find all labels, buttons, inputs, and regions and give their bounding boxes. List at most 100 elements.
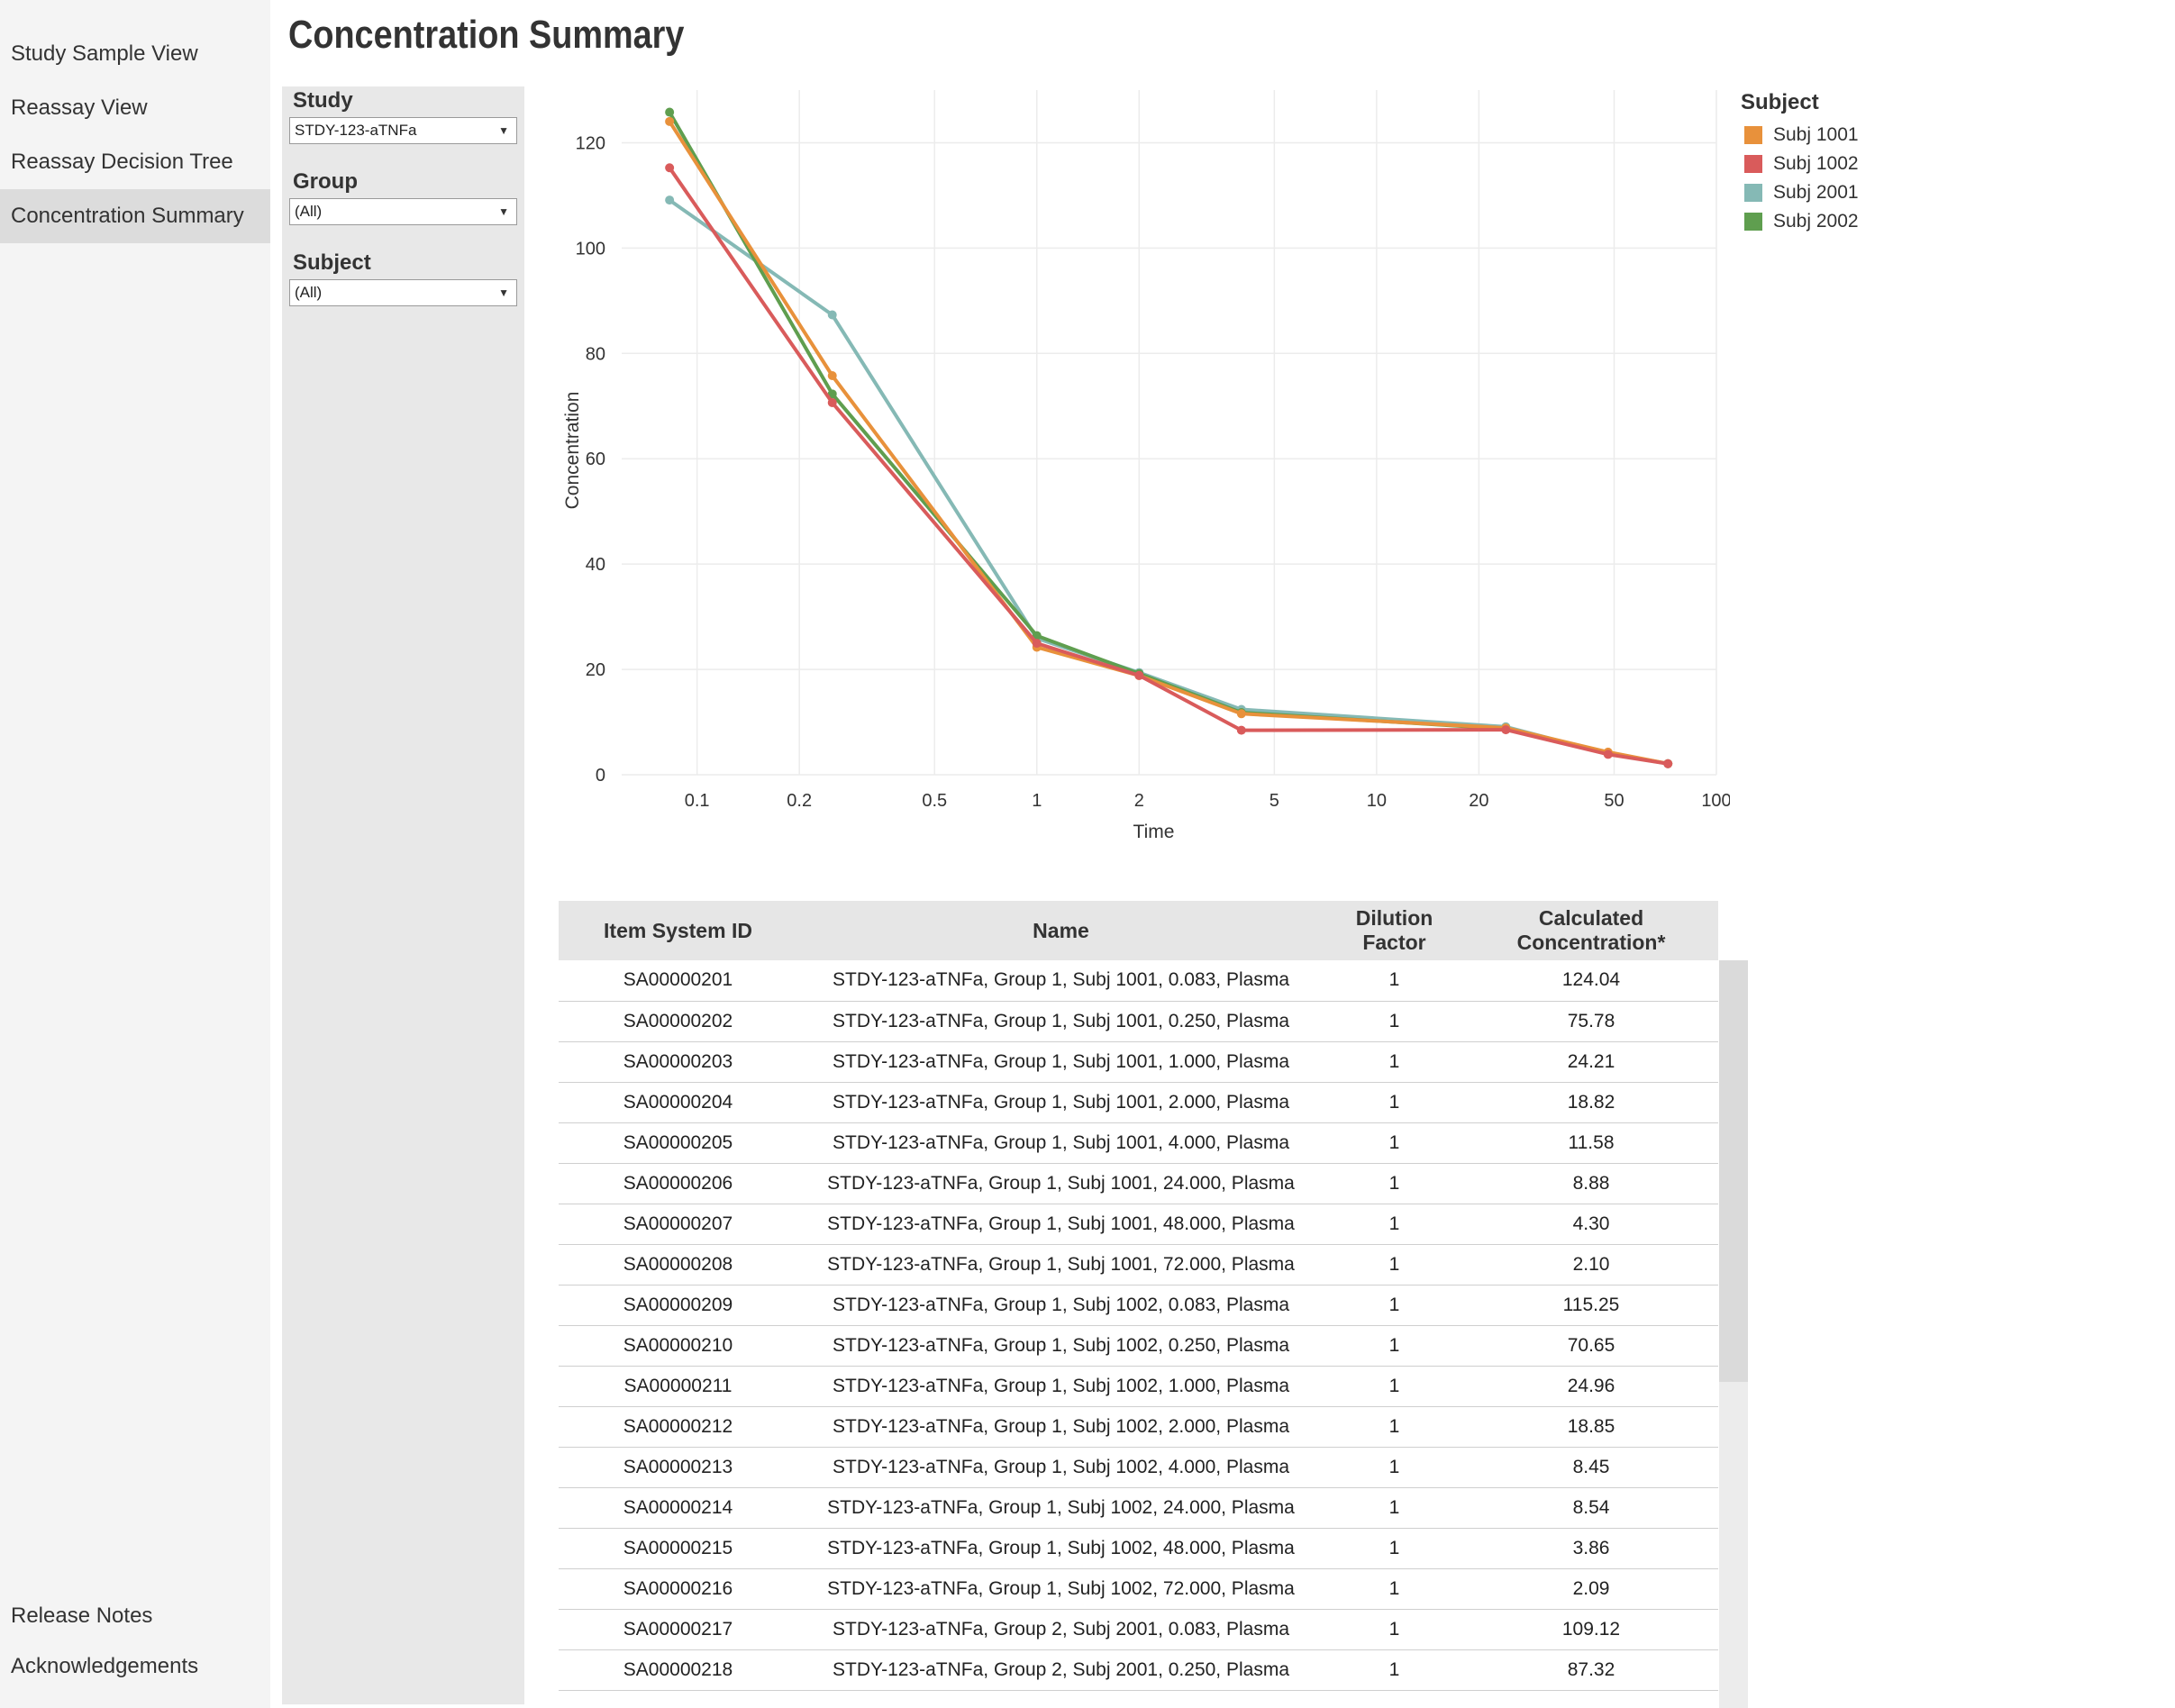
table-row[interactable]: SA00000205 STDY-123-aTNFa, Group 1, Subj … [559,1122,1718,1164]
data-point [1134,670,1144,680]
group-select-value: (All) [295,203,323,220]
table-row[interactable]: SA00000202 STDY-123-aTNFa, Group 1, Subj … [559,1001,1718,1042]
subject-select-value: (All) [295,284,323,301]
nav-item-study-sample-view[interactable]: Study Sample View [11,41,198,66]
x-tick-label: 1 [1032,791,1042,811]
x-axis-title: Time [1133,822,1175,842]
x-tick-label: 50 [1604,791,1624,811]
data-point [665,163,675,173]
cell-item-system-id: SA00000213 [559,1447,797,1488]
legend-swatch [1744,155,1762,173]
cell-calculated-concentration: 2.10 [1464,1244,1718,1286]
cell-dilution-factor: 1 [1324,1163,1464,1204]
cell-name: STDY-123-aTNFa, Group 1, Subj 1002, 48.0… [797,1528,1324,1569]
data-point [827,310,837,320]
table-row[interactable]: SA00000215 STDY-123-aTNFa, Group 1, Subj … [559,1528,1718,1569]
cell-name: STDY-123-aTNFa, Group 1, Subj 1001, 0.08… [797,960,1324,1002]
cell-name: STDY-123-aTNFa, Group 1, Subj 1002, 72.0… [797,1568,1324,1610]
table-row[interactable]: SA00000201 STDY-123-aTNFa, Group 1, Subj … [559,960,1718,1002]
col-header-calculated-concentration[interactable]: Calculated Concentration* [1464,901,1718,960]
cell-calculated-concentration: 8.45 [1464,1447,1718,1488]
table-scrollbar-thumb[interactable] [1719,960,1748,1382]
legend-item-subj-1002[interactable]: Subj 1002 [1744,150,1859,178]
group-select[interactable]: (All) ▼ [289,198,517,225]
cell-calculated-concentration: 2.09 [1464,1568,1718,1610]
cell-dilution-factor: 1 [1324,1568,1464,1610]
cell-name: STDY-123-aTNFa, Group 1, Subj 1002, 2.00… [797,1406,1324,1448]
study-filter-label: Study [293,88,353,113]
cell-dilution-factor: 1 [1324,1609,1464,1650]
cell-dilution-factor: 1 [1324,1122,1464,1164]
cell-name: STDY-123-aTNFa, Group 1, Subj 1001, 1.00… [797,1041,1324,1083]
cell-item-system-id: SA00000206 [559,1163,797,1204]
y-tick-label: 80 [586,344,605,364]
table-row[interactable]: SA00000204 STDY-123-aTNFa, Group 1, Subj … [559,1082,1718,1123]
y-tick-label: 20 [586,660,605,680]
table-row[interactable]: SA00000217 STDY-123-aTNFa, Group 2, Subj … [559,1609,1718,1650]
nav-item-release-notes[interactable]: Release Notes [11,1604,153,1628]
table-row[interactable]: SA00000208 STDY-123-aTNFa, Group 1, Subj … [559,1244,1718,1286]
cell-dilution-factor: 1 [1324,960,1464,1002]
col-header-name[interactable]: Name [797,901,1324,960]
cell-item-system-id: SA00000212 [559,1406,797,1448]
table-row[interactable]: SA00000216 STDY-123-aTNFa, Group 1, Subj … [559,1568,1718,1610]
legend-title: Subject [1741,90,1819,114]
col-header-item-system-id[interactable]: Item System ID [559,901,797,960]
subject-select[interactable]: (All) ▼ [289,279,517,306]
cell-item-system-id: SA00000214 [559,1487,797,1529]
y-axis-title: Concentration [562,392,583,510]
table-row[interactable]: SA00000207 STDY-123-aTNFa, Group 1, Subj … [559,1204,1718,1245]
table-row[interactable]: SA00000209 STDY-123-aTNFa, Group 1, Subj … [559,1285,1718,1326]
legend-item-subj-1001[interactable]: Subj 1001 [1744,121,1859,150]
filter-panel: Study STDY-123-aTNFa ▼ Group (All) ▼ Sub… [282,86,524,1704]
cell-name: STDY-123-aTNFa, Group 1, Subj 1001, 0.25… [797,1001,1324,1042]
cell-dilution-factor: 1 [1324,1041,1464,1083]
cell-name: STDY-123-aTNFa, Group 2, Subj 2001, 0.25… [797,1649,1324,1691]
nav-item-concentration-summary[interactable]: Concentration Summary [0,189,270,243]
cell-dilution-factor: 1 [1324,1649,1464,1691]
table-row[interactable]: SA00000213 STDY-123-aTNFa, Group 1, Subj … [559,1447,1718,1488]
chart-legend: Subject Subj 1001 Subj 1002 Subj 2001 Su… [1741,90,1859,236]
cell-item-system-id: SA00000208 [559,1244,797,1286]
left-nav: Study Sample View Reassay View Reassay D… [0,0,270,1708]
nav-item-acknowledgements[interactable]: Acknowledgements [11,1654,199,1678]
legend-swatch [1744,126,1762,144]
y-tick-label: 60 [586,450,605,469]
table-row[interactable]: SA00000214 STDY-123-aTNFa, Group 1, Subj … [559,1487,1718,1529]
cell-item-system-id: SA00000210 [559,1325,797,1367]
table-row[interactable]: SA00000206 STDY-123-aTNFa, Group 1, Subj … [559,1163,1718,1204]
study-select[interactable]: STDY-123-aTNFa ▼ [289,117,517,144]
table-row[interactable]: SA00000211 STDY-123-aTNFa, Group 1, Subj … [559,1366,1718,1407]
data-point [1663,759,1673,768]
col-header-dilution-factor[interactable]: Dilution Factor [1324,901,1464,960]
cell-dilution-factor: 1 [1324,1406,1464,1448]
x-tick-label: 20 [1469,791,1488,811]
table-row[interactable]: SA00000212 STDY-123-aTNFa, Group 1, Subj … [559,1406,1718,1448]
nav-item-reassay-decision-tree[interactable]: Reassay Decision Tree [11,150,233,174]
legend-item-subj-2002[interactable]: Subj 2002 [1744,207,1859,236]
cell-calculated-concentration: 8.54 [1464,1487,1718,1529]
table-row[interactable]: SA00000210 STDY-123-aTNFa, Group 1, Subj … [559,1325,1718,1367]
legend-swatch [1744,213,1762,231]
table-body: SA00000201 STDY-123-aTNFa, Group 1, Subj … [559,960,1718,1691]
y-tick-label: 120 [576,133,605,153]
cell-item-system-id: SA00000201 [559,960,797,1002]
chevron-down-icon: ▼ [498,124,509,137]
legend-item-subj-2001[interactable]: Subj 2001 [1744,178,1859,207]
data-point [827,397,837,407]
table-row[interactable]: SA00000218 STDY-123-aTNFa, Group 2, Subj … [559,1649,1718,1691]
data-point [827,389,837,399]
series-line-subj-1001 [668,120,1669,766]
cell-item-system-id: SA00000216 [559,1568,797,1610]
table-scrollbar[interactable] [1719,960,1748,1708]
y-tick-label: 0 [596,766,605,786]
data-point [665,116,675,126]
cell-name: STDY-123-aTNFa, Group 1, Subj 1001, 24.0… [797,1163,1324,1204]
nav-item-reassay-view[interactable]: Reassay View [11,95,148,120]
table-row[interactable]: SA00000203 STDY-123-aTNFa, Group 1, Subj … [559,1041,1718,1083]
table-header-row: Item System ID Name Dilution Factor Calc… [559,901,1718,960]
data-point [827,370,837,380]
cell-calculated-concentration: 24.96 [1464,1366,1718,1407]
concentration-table: Item System ID Name Dilution Factor Calc… [559,901,1718,1691]
legend-label: Subj 2001 [1773,182,1859,203]
